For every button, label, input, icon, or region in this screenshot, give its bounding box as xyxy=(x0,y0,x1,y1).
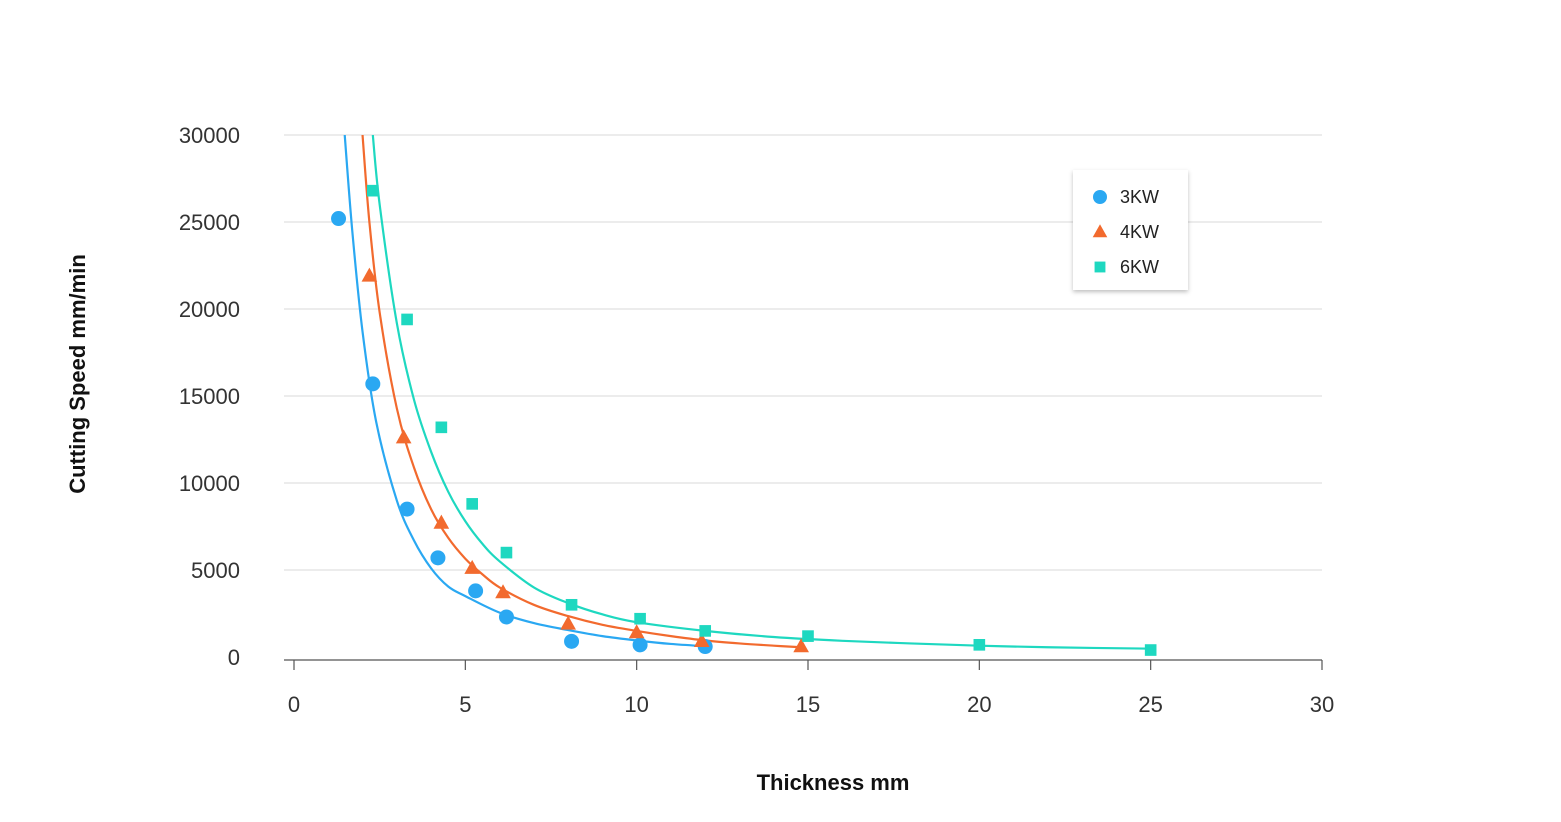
y-tick-label: 30000 xyxy=(179,123,240,148)
data-point-3KW xyxy=(564,633,580,649)
data-point-3KW xyxy=(430,550,446,566)
data-point-4KW xyxy=(628,624,645,639)
data-point-3KW xyxy=(331,211,347,227)
x-tick-label: 25 xyxy=(1138,692,1162,717)
trend-line-6KW xyxy=(371,135,1151,650)
data-point-6KW xyxy=(1144,644,1157,656)
legend-label-6KW: 6KW xyxy=(1120,257,1159,277)
y-tick-label: 25000 xyxy=(179,210,240,235)
data-point-6KW xyxy=(500,546,513,559)
y-tick-label: 20000 xyxy=(179,297,240,322)
y-tick-label: 10000 xyxy=(179,471,240,496)
data-point-3KW xyxy=(365,376,381,392)
legend: 3KW 4KW 6KW xyxy=(1073,170,1188,290)
data-point-6KW xyxy=(466,498,478,510)
data-point-3KW xyxy=(632,637,648,653)
legend-marker-3KW xyxy=(1093,190,1107,204)
data-point-4KW xyxy=(361,267,378,282)
data-point-6KW xyxy=(435,421,448,434)
y-axis-title: Cutting Speed mm/min xyxy=(65,254,90,494)
x-tick-label: 20 xyxy=(967,692,991,717)
y-tick-label: 5000 xyxy=(191,558,240,583)
legend-marker-4KW xyxy=(1092,224,1108,238)
data-point-4KW xyxy=(560,615,576,630)
gridlines xyxy=(284,134,1322,571)
y-tick-label: 15000 xyxy=(179,384,240,409)
trend-line-3KW xyxy=(343,135,706,648)
data-point-6KW xyxy=(367,184,379,197)
x-axis-ticks: 0 5 10 15 20 25 30 xyxy=(288,660,1334,717)
data-point-6KW xyxy=(973,639,986,651)
x-tick-label: 5 xyxy=(459,692,471,717)
data-point-4KW xyxy=(693,632,710,648)
data-point-6KW xyxy=(634,612,646,625)
legend-items: 3KW 4KW 6KW xyxy=(1092,187,1159,277)
legend-label-3KW: 3KW xyxy=(1120,187,1159,207)
data-point-3KW xyxy=(399,501,415,517)
y-tick-label: 0 xyxy=(228,645,240,670)
x-tick-label: 0 xyxy=(288,692,300,717)
data-point-3KW xyxy=(498,609,514,625)
data-point-4KW xyxy=(793,638,809,653)
legend-box xyxy=(1073,170,1188,290)
y-axis-ticks: 0 5000 10000 15000 20000 25000 30000 xyxy=(179,123,240,670)
x-tick-label: 10 xyxy=(624,692,648,717)
data-point-6KW xyxy=(565,598,578,611)
data-point-6KW xyxy=(802,630,814,642)
data-point-3KW xyxy=(468,583,484,599)
x-axis-title: Thickness mm xyxy=(757,770,910,795)
data-point-6KW xyxy=(401,313,413,326)
legend-marker-6KW xyxy=(1094,261,1106,273)
x-tick-label: 30 xyxy=(1310,692,1334,717)
data-point-4KW xyxy=(433,514,450,529)
trend-lines xyxy=(343,135,1151,650)
data-point-4KW xyxy=(395,429,412,444)
data-markers xyxy=(331,184,1157,656)
data-point-4KW xyxy=(495,584,511,599)
x-tick-label: 15 xyxy=(796,692,820,717)
data-point-6KW xyxy=(699,625,712,637)
data-point-4KW xyxy=(464,559,481,574)
legend-label-4KW: 4KW xyxy=(1120,222,1159,242)
